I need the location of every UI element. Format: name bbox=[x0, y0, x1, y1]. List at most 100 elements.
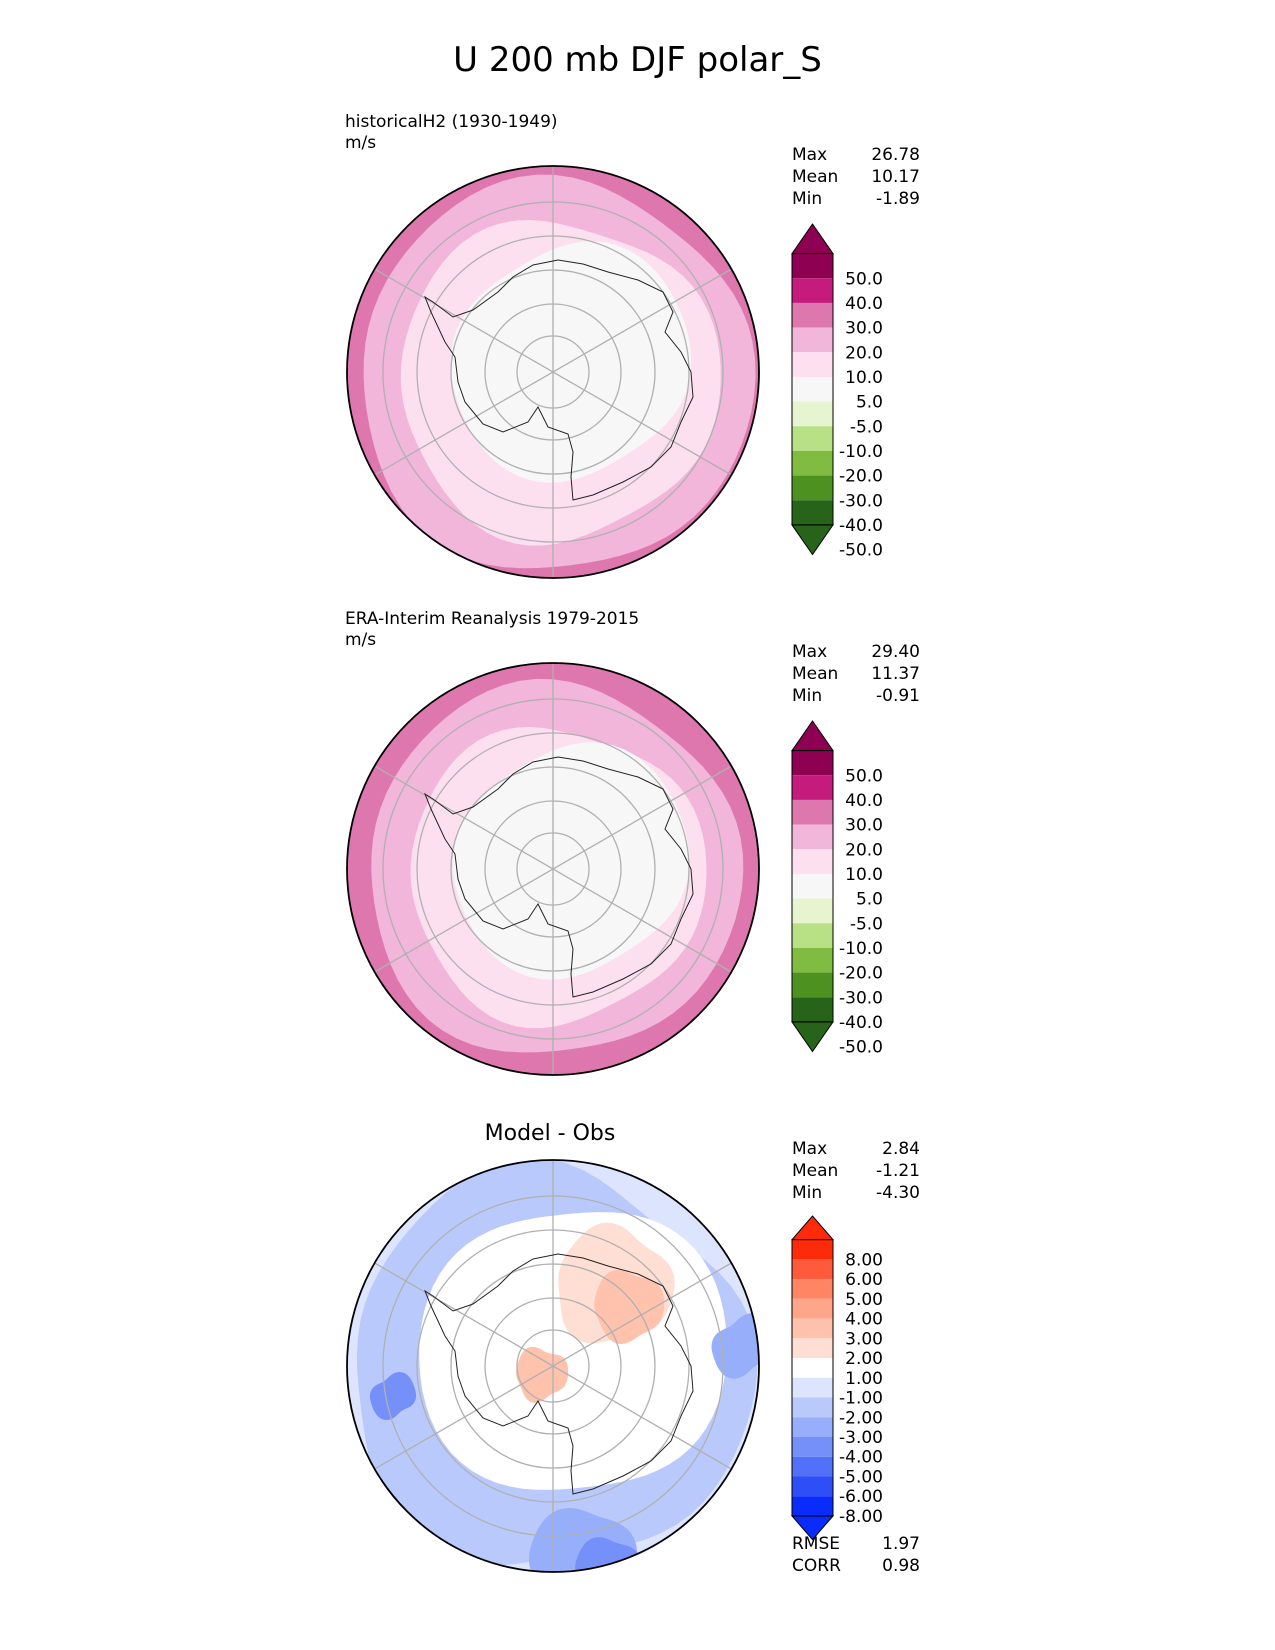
colorbar-tick-label: -50.0 bbox=[839, 541, 883, 561]
colorbar-tick-label: 4.00 bbox=[845, 1310, 883, 1330]
stat-mean: Mean 11.37 bbox=[792, 664, 920, 684]
colorbar-extend-min bbox=[791, 524, 834, 556]
colorbar-tick-label: 10.0 bbox=[845, 368, 883, 388]
colorbar-bin bbox=[792, 997, 833, 1022]
colorbar-bin bbox=[792, 1476, 833, 1497]
stat-mean: Mean 10.17 bbox=[792, 167, 920, 187]
colorbar-bin bbox=[792, 352, 833, 377]
colorbar-tick-label: 8.00 bbox=[845, 1250, 883, 1270]
colorbar-bin bbox=[792, 1377, 833, 1398]
colorbar-tick-label: -4.00 bbox=[839, 1448, 883, 1468]
obs-panel-label: ERA-Interim Reanalysis 1979-2015 m/s bbox=[345, 609, 639, 651]
colorbar-tick-label: 40.0 bbox=[845, 294, 883, 314]
colorbar-tick-label: 5.00 bbox=[845, 1290, 883, 1310]
obs-map-border bbox=[346, 662, 760, 1076]
colorbar-tick-label: -20.0 bbox=[839, 467, 883, 487]
model-label-name: historicalH2 (1930-1949) bbox=[345, 112, 558, 132]
colorbar-tick-label: 30.0 bbox=[845, 319, 883, 339]
colorbar-tick-label: -5.00 bbox=[839, 1467, 883, 1487]
colorbar-tick-label: -40.0 bbox=[839, 1013, 883, 1033]
colorbar-bin bbox=[792, 824, 833, 850]
colorbar-bin bbox=[792, 1496, 833, 1516]
diff-map bbox=[346, 1159, 760, 1573]
model-colorbar: 50.0 40.0 30.0 20.0 10.0 5.0 -5.0 -10.0 -20.0 -30… bbox=[791, 223, 883, 561]
colorbar-tick-label: 5.0 bbox=[856, 393, 883, 413]
colorbar-bin bbox=[792, 1437, 833, 1457]
diff-metrics: RMSE 1.97 CORR 0.98 bbox=[792, 1533, 920, 1577]
colorbar-bin bbox=[792, 1456, 833, 1477]
model-map bbox=[346, 165, 760, 579]
colorbar-bin bbox=[792, 278, 833, 303]
colorbar-tick-label: -6.00 bbox=[839, 1487, 883, 1507]
colorbar-tick-label: -40.0 bbox=[839, 516, 883, 536]
obs-label-units: m/s bbox=[345, 630, 377, 650]
colorbar-bin bbox=[792, 750, 833, 776]
colorbar-bin bbox=[792, 426, 833, 451]
colorbar-bin bbox=[792, 1358, 833, 1378]
colorbar-bin bbox=[792, 500, 833, 525]
colorbar-bin bbox=[792, 799, 833, 825]
colorbar-tick-label: -10.0 bbox=[839, 442, 883, 462]
colorbar-tick-label: -50.0 bbox=[839, 1038, 883, 1058]
colorbar-bin bbox=[792, 873, 833, 899]
figure-title: U 200 mb DJF polar_S bbox=[453, 40, 822, 80]
diff-colorbar: 8.006.005.004.003.002.001.00-1.00-2.00-3… bbox=[790, 1215, 883, 1541]
stat-min: Min -1.89 bbox=[792, 189, 920, 209]
obs-colorbar: 50.0 40.0 30.0 20.0 10.0 5.0 -5.0 -10.0 -20.0 -30… bbox=[791, 720, 883, 1058]
colorbar-bin bbox=[792, 401, 833, 427]
diff-stats: Max 2.84 Mean -1.21 Min -4.30 bbox=[792, 1138, 920, 1204]
colorbar-tick-label: 10.0 bbox=[845, 865, 883, 885]
stat-max: Max 26.78 bbox=[792, 145, 920, 165]
colorbar-bin bbox=[792, 450, 833, 476]
colorbar-tick-label: 1.00 bbox=[845, 1369, 883, 1389]
stat-max: Max 29.40 bbox=[792, 642, 920, 662]
colorbar-bin bbox=[792, 1417, 833, 1438]
colorbar-bin bbox=[792, 376, 833, 402]
colorbar-extend-max bbox=[790, 1215, 835, 1241]
colorbar-tick-label: -30.0 bbox=[839, 491, 883, 511]
colorbar-bin bbox=[792, 898, 833, 924]
colorbar-bin bbox=[792, 1279, 833, 1299]
model-label-units: m/s bbox=[345, 133, 377, 153]
colorbar-bin bbox=[792, 1239, 833, 1260]
colorbar-bin bbox=[792, 947, 833, 973]
colorbar-tick-label: 3.00 bbox=[845, 1329, 883, 1349]
colorbar-tick-label: 6.00 bbox=[845, 1270, 883, 1290]
colorbar-tick-label: 20.0 bbox=[845, 840, 883, 860]
colorbar-tick-label: 30.0 bbox=[845, 816, 883, 836]
colorbar-extend-max bbox=[791, 223, 834, 255]
colorbar-bin bbox=[792, 1318, 833, 1339]
colorbar-bin bbox=[792, 1397, 833, 1418]
stat-min: Min -4.30 bbox=[792, 1183, 920, 1203]
colorbar-extend-min bbox=[791, 1021, 834, 1053]
colorbar-bin bbox=[792, 1298, 833, 1319]
colorbar-bin bbox=[792, 327, 833, 353]
colorbar-bin bbox=[792, 1338, 833, 1359]
stat-min: Min -0.91 bbox=[792, 686, 920, 706]
colorbar-tick-label: 40.0 bbox=[845, 791, 883, 811]
diff-panel-title: Model - Obs bbox=[484, 1121, 616, 1146]
colorbar-bin bbox=[792, 775, 833, 800]
colorbar-bin bbox=[792, 253, 833, 279]
stat-mean: Mean -1.21 bbox=[792, 1161, 920, 1181]
colorbar-tick-label: -5.0 bbox=[850, 417, 883, 437]
stat-max: Max 2.84 bbox=[792, 1139, 920, 1159]
colorbar-bin bbox=[792, 302, 833, 328]
obs-map bbox=[346, 662, 760, 1076]
metric-corr: CORR 0.98 bbox=[792, 1556, 920, 1576]
colorbar-bin bbox=[792, 923, 833, 948]
colorbar-tick-label: -8.00 bbox=[839, 1507, 883, 1527]
colorbar-tick-label: -20.0 bbox=[839, 964, 883, 984]
model-map-border bbox=[346, 165, 760, 579]
colorbar-bin bbox=[792, 1259, 833, 1280]
antarctica-coastline bbox=[423, 756, 694, 998]
colorbar-tick-label: -3.00 bbox=[839, 1428, 883, 1448]
colorbar-tick-label: -30.0 bbox=[839, 988, 883, 1008]
colorbar-tick-label: 50.0 bbox=[845, 766, 883, 786]
colorbar-extend-min bbox=[790, 1515, 835, 1541]
colorbar-bin bbox=[792, 475, 833, 501]
antarctica-coastline bbox=[423, 259, 694, 501]
diff-map-border bbox=[346, 1159, 760, 1573]
obs-label-name: ERA-Interim Reanalysis 1979-2015 bbox=[345, 609, 640, 629]
